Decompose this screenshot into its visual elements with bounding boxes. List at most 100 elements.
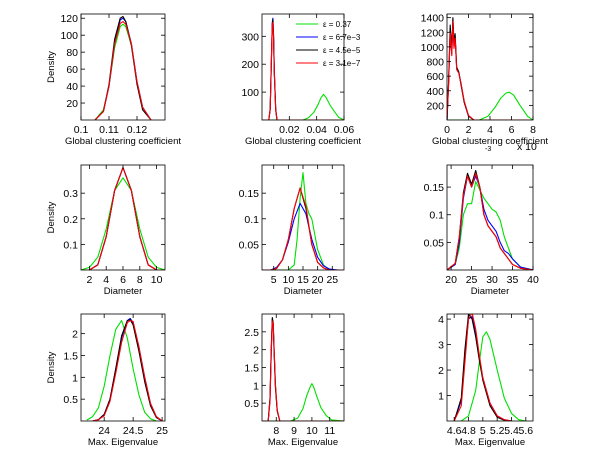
subplot-3-xtick-label: 8 — [530, 124, 536, 136]
subplot-1-series-3 — [94, 15, 152, 120]
subplot-9-xtick-label: 5.2 — [490, 425, 505, 437]
subplot-4-xtick-label: 4 — [103, 274, 109, 286]
subplot-6-axes-frame — [446, 164, 534, 271]
subplot-7-series-3 — [92, 319, 163, 421]
subplot-3-xtick-label: 6 — [509, 124, 515, 136]
subplot-6-xtick-label: 40 — [527, 274, 539, 286]
subplot-4-xtick-label: 2 — [86, 274, 92, 286]
subplot-6-xtick-label: 25 — [466, 274, 478, 286]
subplot-1-ytick-label: 120 — [60, 13, 78, 25]
subplot-3-ytick-label: 200 — [426, 100, 444, 112]
subplot-8-xtick-label: 8 — [273, 425, 279, 437]
subplot-3-ytick-label: 1400 — [421, 13, 445, 25]
subplot-2-xtick-label: 0.04 — [306, 124, 327, 136]
subplot-5-xtick-label: 25 — [326, 274, 338, 286]
subplot-4: 2 4 6 8 10 0.1 0.2 0.3 Diameter Density — [46, 164, 166, 297]
subplot-2-xlabel: Global clustering coefficient — [245, 136, 361, 147]
subplot-4-series-1 — [81, 177, 165, 270]
subplot-7-xtick-label: 24 — [98, 425, 110, 437]
subplot-9: 4.6 4.8 5 5.2 5.4 5.6 1 2 3 4 Max. Eigenvalue — [438, 313, 534, 448]
subplot-5-ytick-label: 0.1 — [244, 214, 259, 226]
subplot-3-axes-frame — [446, 13, 534, 121]
subplot-4-series-4 — [81, 167, 165, 270]
subplot-9-xtick-label: 4.8 — [461, 425, 476, 437]
subplot-9-xtick-label: 5 — [480, 425, 486, 437]
subplot-7-series-4 — [92, 320, 163, 421]
subplot-9-series-4 — [453, 314, 512, 421]
legend-label-4: ε = 3.1e−7 — [323, 59, 361, 68]
subplot-8-series-4 — [262, 320, 344, 421]
subplot-3-series-4 — [447, 20, 533, 120]
subplot-2-xtick-label: 0.06 — [334, 124, 355, 136]
subplot-9-ytick-label: 2 — [438, 365, 444, 377]
subplot-8-ytick-label: 1 — [253, 380, 259, 392]
subplot-1-ylabel: Density — [46, 51, 57, 83]
subplot-3-ytick-label: 800 — [426, 57, 444, 69]
legend-label-1: ε = 0.37 — [323, 20, 352, 29]
subplot-1-xtick-label: 0.11 — [99, 124, 119, 136]
subplot-8-ytick-label: 2.5 — [244, 327, 259, 339]
subplot-3-xtick-label: 0 — [444, 124, 450, 136]
subplot-5-ytick-label: 0.15 — [239, 188, 260, 200]
legend: ε = 0.37 ε = 6.7e−3 ε = 4.5e−5 ε = 3.1e−7 — [296, 20, 361, 68]
subplot-2: 0.02 0.04 0.06 100 200 300 Global clustering c… — [241, 13, 361, 147]
subplot-4-series-2 — [81, 167, 165, 270]
subplot-5: 5 10 15 20 25 0.05 0.1 0.15 Diameter — [239, 164, 345, 297]
subplot-1-ytick-label: 60 — [66, 64, 78, 76]
subplot-1-series-4 — [94, 21, 152, 120]
subplot-4-series-3 — [81, 167, 165, 270]
subplot-5-series-3 — [262, 187, 344, 270]
subplot-1-ytick-label: 20 — [66, 98, 78, 110]
subplot-6-ytick-label: 0.1 — [429, 210, 444, 222]
subplot-6-xlabel: Diameter — [471, 286, 510, 297]
subplot-9-ytick-label: 3 — [438, 340, 444, 352]
subplot-9-ytick-label: 1 — [438, 391, 444, 403]
subplot-3-axis-multiplier: x 10 — [517, 141, 537, 153]
subplot-6-xtick-label: 20 — [445, 274, 457, 286]
subplot-6-xtick-label: 30 — [486, 274, 498, 286]
subplot-9-xtick-label: 5.4 — [504, 425, 519, 437]
subplot-7-series-1 — [86, 320, 157, 421]
subplot-8: 8 9 10 11 0.5 1 1.5 2 2.5 Max. Eigenvalue — [244, 313, 345, 448]
subplot-1-axes-frame — [80, 13, 166, 121]
subplot-5-series-4 — [262, 187, 344, 270]
subplot-3-series-1 — [447, 91, 533, 120]
subplot-6-xtick-label: 35 — [507, 274, 519, 286]
subplot-8-xlabel: Max. Eigenvalue — [268, 437, 338, 448]
subplot-2-ytick-label: 200 — [241, 59, 259, 71]
subplot-4-xtick-label: 8 — [137, 274, 143, 286]
subplot-2-series-1 — [262, 93, 344, 120]
subplot-8-xtick-label: 10 — [306, 425, 318, 437]
subplot-5-xtick-label: 5 — [271, 274, 277, 286]
subplot-6-series-2 — [447, 175, 533, 270]
subplot-1-xlabel: Global clustering coefficient — [65, 136, 181, 147]
subplot-6-series-1 — [447, 181, 533, 270]
subplot-8-xtick-label: 9 — [291, 425, 297, 437]
subplot-6: 20 25 30 35 40 0.05 0.1 0.15 Diameter — [424, 164, 539, 297]
legend-label-2: ε = 6.7e−3 — [323, 33, 361, 42]
subplot-3-xtick-label: 2 — [466, 124, 472, 136]
subplot-6-ytick-label: 0.15 — [424, 182, 445, 194]
subplot-2-ytick-label: 100 — [241, 87, 259, 99]
subplot-5-xtick-label: 15 — [297, 274, 309, 286]
subplot-3: 0 2 4 6 8 200 400 600 800 1000 1200 1400 Global clus… — [421, 13, 549, 153]
legend-label-3: ε = 4.5e−5 — [323, 46, 361, 55]
subplot-1-ytick-label: 100 — [60, 30, 78, 42]
subplot-7-xtick-label: 25 — [156, 425, 168, 437]
subplot-9-xlabel: Max. Eigenvalue — [455, 437, 525, 448]
subplot-4-xlabel: Diameter — [104, 286, 143, 297]
subplot-4-ytick-label: 0.1 — [63, 239, 78, 251]
subplot-9-series-1 — [460, 331, 526, 421]
subplot-8-series-1 — [262, 383, 344, 421]
subplot-7-axes-frame — [80, 313, 166, 422]
subplot-8-xtick-label: 11 — [324, 425, 335, 437]
subplot-7-xlabel: Max. Eigenvalue — [88, 437, 158, 448]
subplot-3-ytick-label: 400 — [426, 86, 444, 98]
subplot-3-xlabel: Global clustering coefficient — [432, 136, 548, 147]
subplot-1-ytick-label: 40 — [66, 81, 78, 93]
subplot-1: 0.1 0.11 0.12 20 40 60 80 100 120 Global clusteri… — [46, 13, 181, 147]
subplot-5-series-2 — [262, 202, 344, 270]
subplot-7: 24 24.5 25 0.5 1 1.5 2 Max. Eigenvalue Density — [46, 313, 168, 448]
subplot-1-ytick-label: 80 — [66, 47, 78, 59]
subplot-3-ytick-label: 600 — [426, 71, 444, 83]
